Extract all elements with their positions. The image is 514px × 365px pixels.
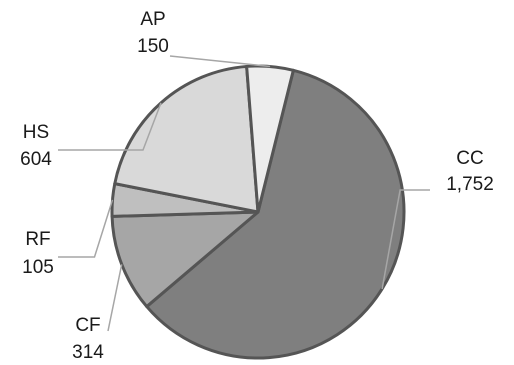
label-hs-name: HS (23, 122, 49, 143)
label-rf: RF 105 (22, 229, 54, 278)
leader-line-cc (381, 189, 430, 290)
label-ap-value: 150 (137, 36, 169, 57)
label-hs-value: 604 (20, 149, 52, 170)
pie-slice-ap (245, 64, 295, 214)
label-cc-name: CC (456, 148, 483, 169)
label-cc: CC 1,752 (446, 148, 494, 195)
label-cf-value: 314 (72, 342, 104, 363)
leader-line-cf (107, 264, 123, 332)
leader-line-rf (58, 199, 114, 258)
label-cf-name: CF (75, 315, 100, 336)
pie-slices (110, 64, 406, 360)
leader-lines (58, 55, 430, 332)
label-ap-name: AP (140, 9, 165, 30)
leader-line-hs (58, 102, 162, 151)
label-ap: AP 150 (137, 9, 169, 57)
label-rf-name: RF (25, 229, 50, 250)
label-cc-value: 1,752 (446, 174, 494, 195)
label-hs: HS 604 (20, 122, 52, 170)
label-rf-value: 105 (22, 257, 54, 278)
label-cf: CF 314 (72, 315, 104, 363)
leader-line-ap (169, 55, 271, 68)
